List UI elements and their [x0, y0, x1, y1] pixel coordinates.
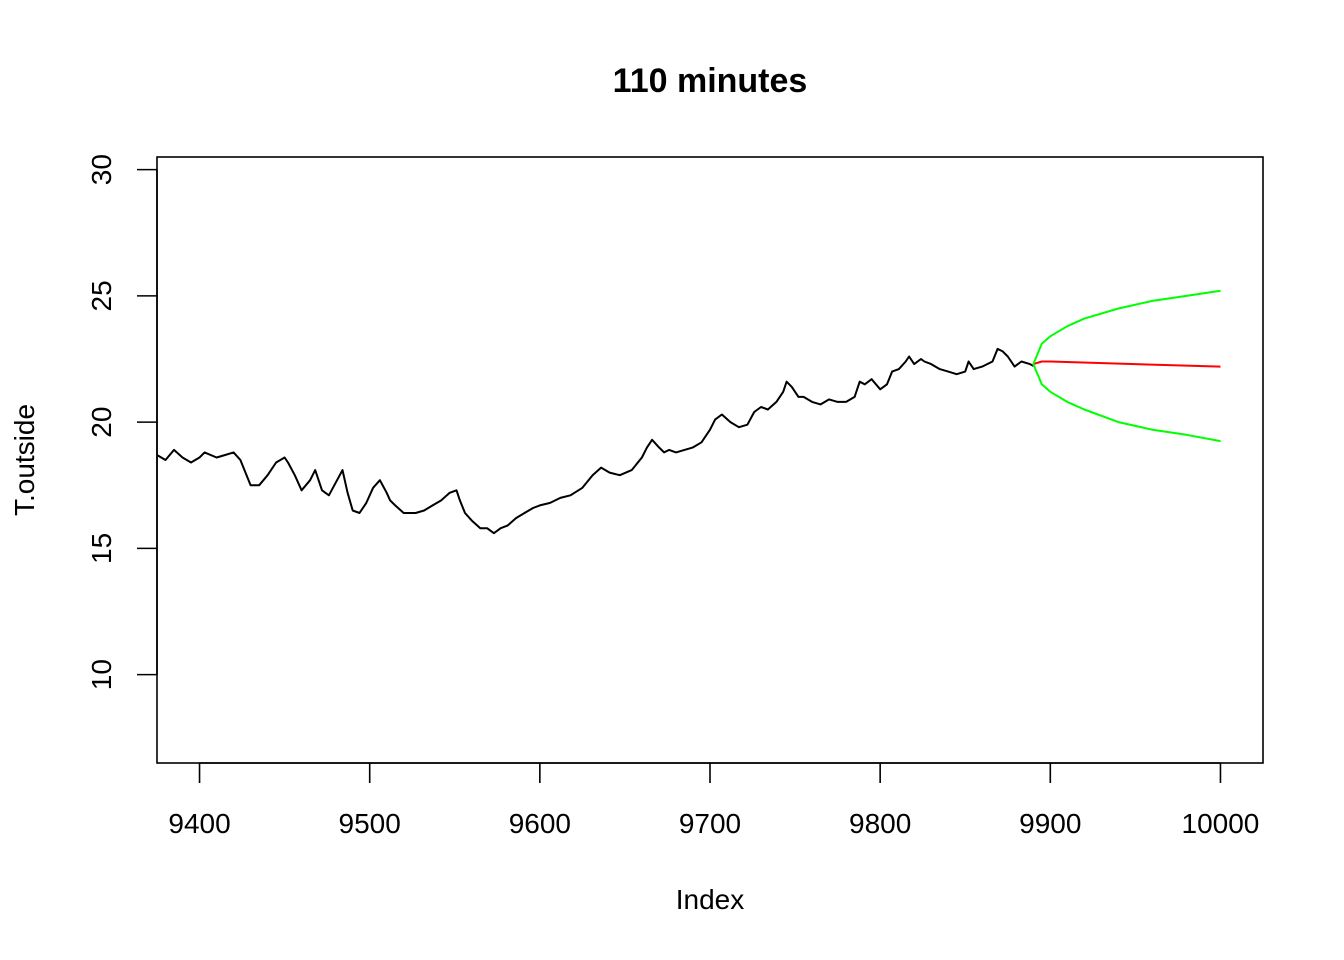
y-axis-label: T.outside — [9, 404, 40, 516]
series-line-observed — [156, 347, 1036, 535]
x-tick-label: 9800 — [849, 808, 911, 839]
series-line-lower-bound — [1032, 363, 1221, 443]
x-tick-label: 10000 — [1182, 808, 1260, 839]
plot-frame — [156, 156, 1264, 764]
series-line-forecast — [1033, 360, 1221, 368]
x-tick-label: 9700 — [679, 808, 741, 839]
x-axis-label: Index — [676, 884, 745, 915]
y-tick-label: 25 — [86, 280, 117, 311]
x-tick-label: 9500 — [339, 808, 401, 839]
x-tick-label: 9600 — [509, 808, 571, 839]
y-axis: 10 15 20 25 30 — [86, 154, 158, 690]
y-tick-label: 15 — [86, 533, 117, 564]
y-tick-label: 30 — [86, 154, 117, 185]
x-tick-label: 9400 — [168, 808, 230, 839]
x-tick-label: 9900 — [1019, 808, 1081, 839]
series-line-upper-bound — [1032, 289, 1221, 365]
series-layer — [156, 289, 1221, 535]
y-tick-label: 20 — [86, 407, 117, 438]
chart-title: 110 minutes — [613, 62, 808, 100]
x-axis: 9400 9500 9600 9700 9800 9900 10000 — [168, 762, 1260, 839]
y-tick-label: 10 — [86, 659, 117, 690]
